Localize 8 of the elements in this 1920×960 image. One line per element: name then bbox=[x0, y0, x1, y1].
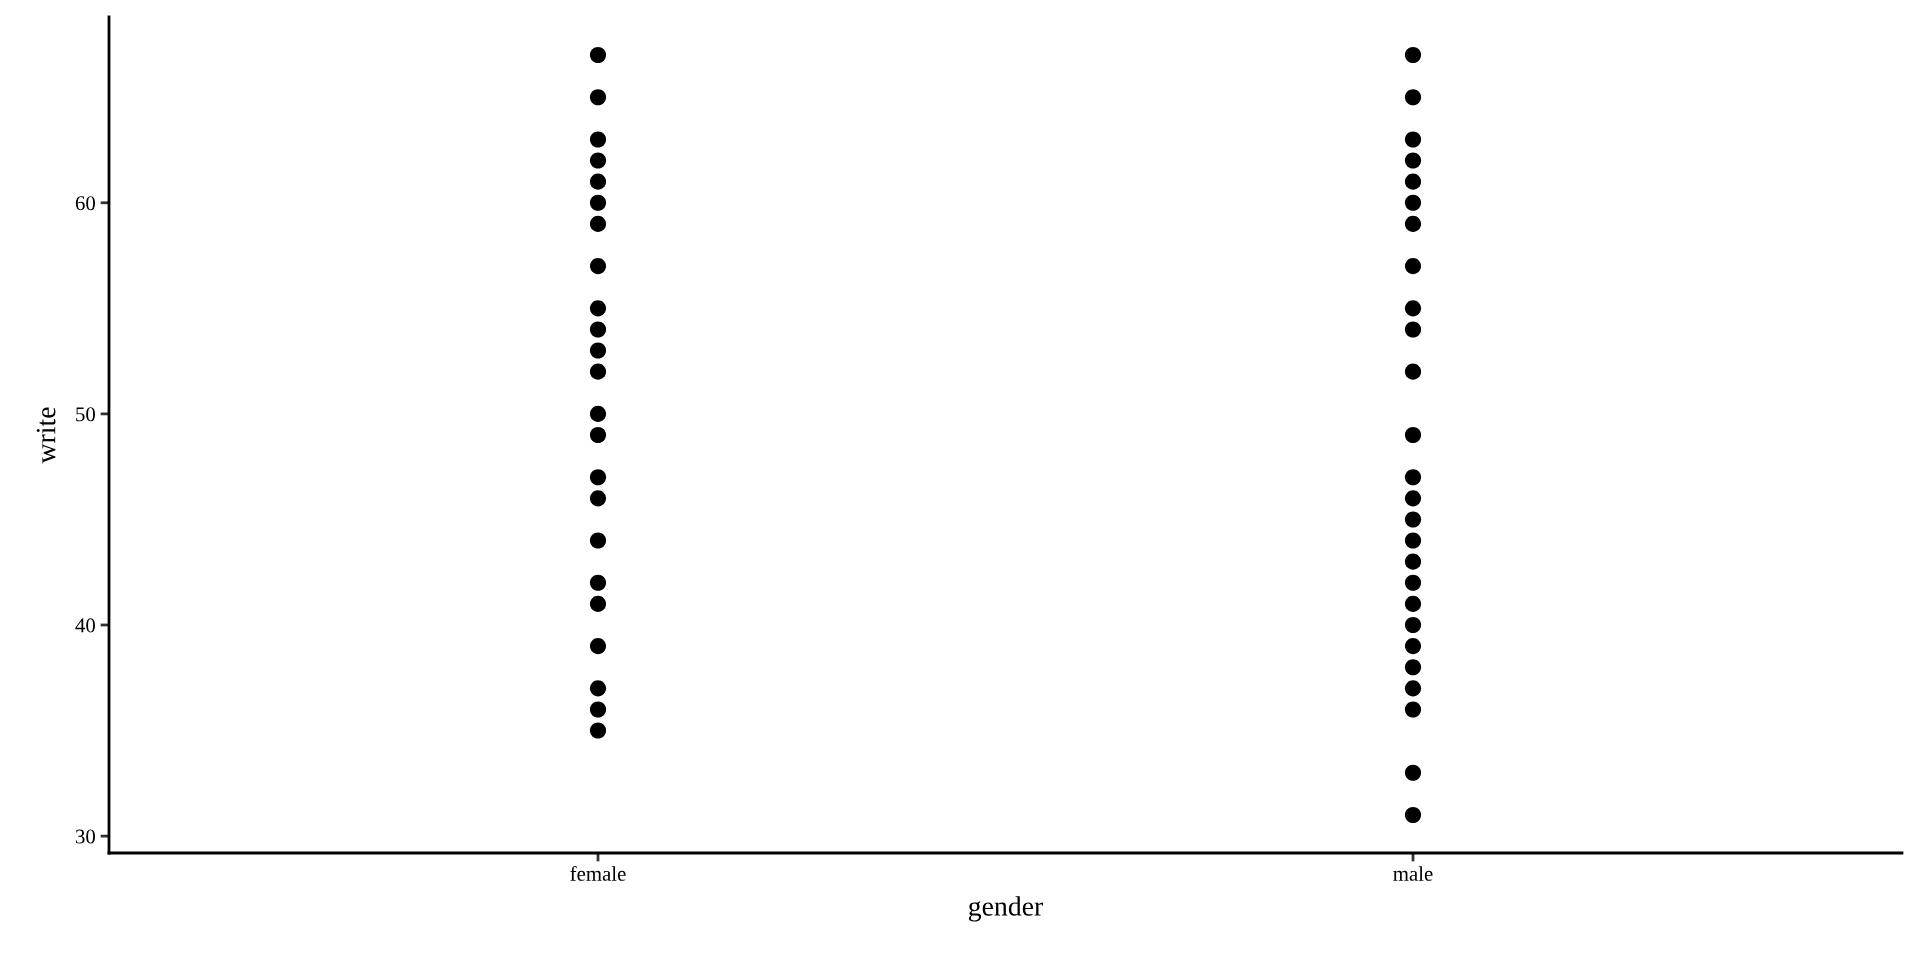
y-tick-label: 60 bbox=[75, 196, 96, 211]
y-tick-label: 40 bbox=[75, 618, 96, 633]
x-tick-label: female bbox=[570, 865, 626, 881]
x-axis-title: gender bbox=[968, 896, 1044, 922]
y-tick-label: 50 bbox=[76, 407, 96, 422]
y-axis-title: write bbox=[36, 407, 56, 464]
x-tick-label: male bbox=[1393, 866, 1433, 881]
y-tick-label: 30 bbox=[75, 829, 96, 844]
